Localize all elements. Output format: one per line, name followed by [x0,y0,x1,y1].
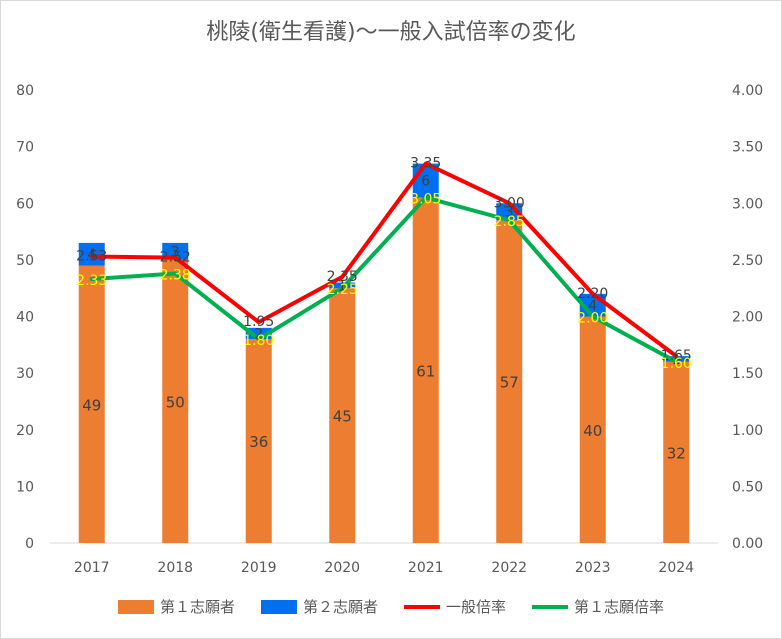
y-right-tick-label: 2.00 [732,310,763,326]
legend-swatch-second-choice [260,599,297,614]
y-left-tick-label: 40 [16,310,34,326]
chart-title: 桃陵(衛生看護)～一般入試倍率の変化 [206,20,576,45]
data-label-first-choice: 36 [249,433,268,451]
legend-item-general-ratio: 一般倍率 [404,596,506,617]
legend-swatch-first-choice-ratio [532,604,569,609]
data-label-first-choice-ratio: 2.38 [160,267,191,283]
y-right-tick-label: 1.50 [732,366,763,382]
x-tick-label: 2020 [324,560,360,576]
legend-label-first-choice: 第１志願者 [159,598,235,616]
legend-item-first-choice-ratio: 第１志願倍率 [532,596,664,617]
legend-item-first-choice: 第１志願者 [117,596,235,617]
y-right-tick-label: 4.00 [732,83,763,99]
data-label-first-choice-ratio: 3.05 [410,192,441,208]
line-general-ratio [89,161,679,359]
y-left-tick-label: 80 [16,83,34,99]
bar-first-choice [579,316,606,543]
data-label-first-choice: 45 [333,408,352,426]
data-label-general-ratio: 2.53 [76,248,107,264]
data-label-general-ratio: 2.20 [577,286,608,302]
data-label-first-choice-ratio: 1.60 [661,356,692,372]
data-label-first-choice-ratio: 1.80 [243,333,274,349]
legend-label-general-ratio: 一般倍率 [446,598,507,616]
data-label-general-ratio: 3.00 [494,195,525,211]
y-left-tick-label: 30 [16,366,34,382]
bar-first-choice [245,339,272,543]
data-label-general-ratio: 3.35 [410,156,441,172]
data-label-second-choice: 4 [87,247,96,263]
data-label-first-choice: 32 [667,444,686,462]
data-label-second-choice: 3 [505,205,514,221]
x-tick-label: 2023 [575,560,611,576]
x-tick-label: 2021 [408,560,444,576]
x-tick-label: 2018 [157,560,193,576]
bar-first-choice [663,361,690,543]
y-right-tick-label: 2.50 [732,253,763,269]
data-label-general-ratio: 1.65 [661,348,692,364]
bar-first-choice [412,197,439,543]
x-tick-label: 2017 [74,560,110,576]
data-label-second-choice: 3 [171,244,180,260]
data-label-second-choice: 1 [338,278,347,294]
y-right-tick-label: 0.00 [732,536,763,552]
bar-second-choice [663,356,690,362]
line-first-choice-ratio [89,195,679,364]
y-right-tick-label: 0.50 [732,479,763,495]
data-label-second-choice: 4 [588,298,597,314]
x-tick-label: 2019 [241,560,277,576]
legend-swatch-general-ratio [404,604,440,609]
bar-first-choice [78,265,105,543]
data-label-general-ratio: 1.95 [243,314,274,330]
data-label-second-choice: 1 [672,352,681,368]
y-left-tick-label: 10 [16,479,34,495]
data-label-first-choice: 61 [416,362,435,380]
y-right-tick-label: 3.00 [732,196,763,212]
legend-swatch-first-choice [117,599,154,614]
y-left-tick-label: 0 [25,536,34,552]
data-label-first-choice: 57 [500,374,519,392]
legend-item-second-choice: 第２志願者 [260,596,378,617]
y-right-tick-label: 1.00 [732,423,763,439]
x-tick-label: 2024 [658,560,694,576]
data-label-first-choice: 49 [82,396,101,414]
data-label-first-choice-ratio: 2.85 [494,214,525,230]
data-label-first-choice: 50 [166,393,185,411]
x-tick-label: 2022 [491,560,527,576]
legend-label-second-choice: 第２志願者 [302,598,378,616]
data-label-second-choice: 6 [421,174,430,190]
y-left-tick-label: 70 [16,140,34,156]
data-label-first-choice-ratio: 2.33 [76,273,107,289]
y-left-tick-label: 20 [16,423,34,439]
bar-first-choice [329,288,356,543]
data-label-first-choice-ratio: 2.25 [327,282,358,298]
data-label-first-choice-ratio: 2.00 [577,311,608,327]
bar-first-choice [496,220,523,544]
bar-second-choice [78,242,105,266]
data-label-general-ratio: 2.35 [327,269,358,285]
data-label-first-choice: 40 [583,422,602,440]
y-left-tick-label: 60 [16,196,34,212]
bar-first-choice [162,259,189,543]
y-right-tick-label: 3.50 [732,140,763,156]
y-left-tick-label: 50 [16,253,34,269]
data-label-second-choice: 2 [254,326,263,342]
data-label-general-ratio: 2.52 [160,250,191,266]
bar-second-choice [245,327,272,340]
chart-legend: 第１志願者 第２志願者 一般倍率 第１志願倍率 [0,596,782,617]
legend-label-first-choice-ratio: 第１志願倍率 [574,598,665,616]
